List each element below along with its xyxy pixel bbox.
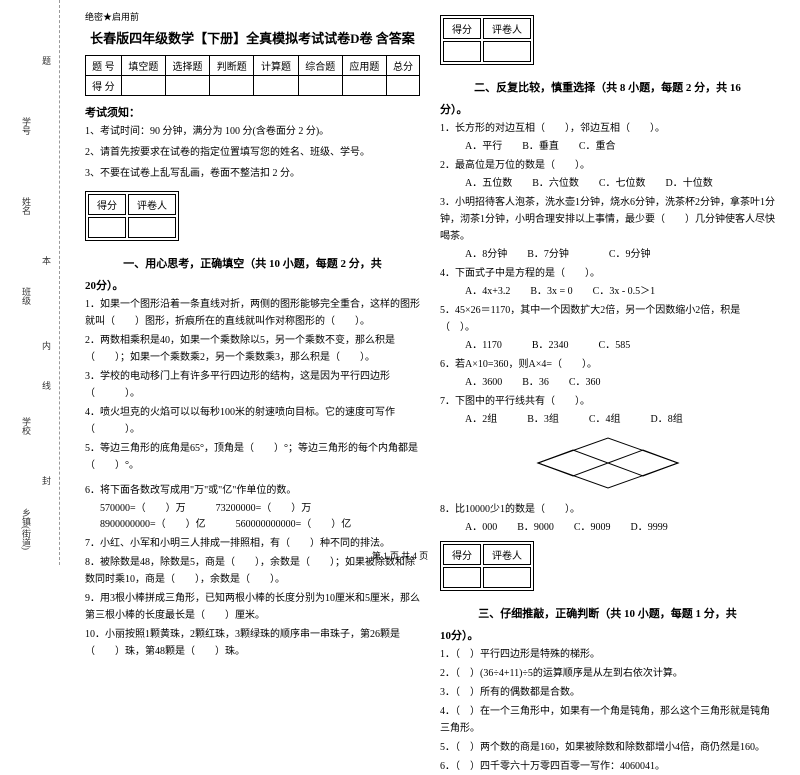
left-column: 绝密★启用前 长春版四年级数学【下册】全真模拟考试试卷D卷 含答案 题 号 填空… xyxy=(75,10,430,560)
empty-cell xyxy=(483,41,531,62)
diagram-svg xyxy=(528,433,688,493)
margin-label: 学号 xyxy=(20,117,33,135)
question-item: 5．（ ）两个数的商是160，如果被除数和除数都增小4倍，商仍然是160。 xyxy=(440,739,775,756)
question-item: 6．（ ）四千零六十万零四百零一写作：4060041。 xyxy=(440,758,775,775)
header-cell: 计算题 xyxy=(254,56,298,76)
header-cell: 填空题 xyxy=(121,56,165,76)
header-cell: 应用题 xyxy=(342,56,386,76)
score-summary-table: 题 号 填空题 选择题 判断题 计算题 综合题 应用题 总分 得 分 xyxy=(85,55,420,96)
options: A．1170 B．2340 C．585 xyxy=(440,338,775,354)
question-item: 8．比10000少1的数是（ ）。 xyxy=(440,501,775,518)
section1-title: 一、用心思考，正确填空（共 10 小题，每题 2 分，共 xyxy=(85,255,420,271)
options: A．2组 B．3组 C．4组 D．8组 xyxy=(440,412,775,428)
empty-cell xyxy=(165,76,209,96)
section3-title: 三、仔细推敲，正确判断（共 10 小题，每题 1 分，共 xyxy=(440,605,775,621)
header-cell: 题 号 xyxy=(86,56,122,76)
sub-item: 8900000000=（ ）亿 560000000000=（ ）亿 xyxy=(85,517,420,533)
confidential-note: 绝密★启用前 xyxy=(85,10,420,23)
margin-label: 本 xyxy=(40,256,53,265)
question-item: 9．用3根小棒拼成三角形，已知两根小棒的长度分别为10厘米和5厘米，那么第三根小… xyxy=(85,590,420,624)
margin-label: 封 xyxy=(40,476,53,485)
margin-label: 题 xyxy=(40,56,53,65)
section-score-box: 得分评卷人 xyxy=(85,191,179,241)
question-item: 4．（ ）在一个三角形中，如果有一个角是钝角，那么这个三角形就是钝角三角形。 xyxy=(440,703,775,737)
question-item: 4．喷火坦克的火焰可以以每秒100米的射速喷向目标。它的速度可写作（ ）。 xyxy=(85,404,420,438)
margin-label: 学校 xyxy=(20,417,33,435)
margin-label: 乡镇(街道) xyxy=(20,508,33,550)
margin-label: 班级 xyxy=(20,287,33,305)
page-footer: 第 1 页 共 4 页 xyxy=(0,549,800,562)
score-label: 得分 xyxy=(88,194,126,215)
options: A．8分钟 B．7分钟 C．9分钟 xyxy=(440,247,775,263)
right-column: 得分评卷人 二、反复比较，慎重选择（共 8 小题，每题 2 分，共 16 分）。… xyxy=(430,10,785,560)
question-item: 4．下面式子中是方程的是（ ）。 xyxy=(440,265,775,282)
question-item: 1．如果一个图形沿着一条直线对折，两侧的图形能够完全重合，这样的图形就叫（ ）图… xyxy=(85,296,420,330)
question-item: 1．（ ）平行四边形是特殊的梯形。 xyxy=(440,646,775,663)
question-item: 10．小丽按照1颗黄珠，2颗红珠，3颗绿珠的顺序串一串珠子，第26颗是（ ）珠，… xyxy=(85,626,420,660)
score-label-cell: 得 分 xyxy=(86,76,122,96)
empty-cell xyxy=(88,217,126,238)
notice-item: 2、请首先按要求在试卷的指定位置填写您的姓名、班级、学号。 xyxy=(85,144,420,162)
question-item: 2．（ ）(36÷4+11)÷5的运算顺序是从左到右依次计算。 xyxy=(440,665,775,682)
content-area: 绝密★启用前 长春版四年级数学【下册】全真模拟考试试卷D卷 含答案 题 号 填空… xyxy=(60,0,800,565)
header-cell: 综合题 xyxy=(298,56,342,76)
empty-cell xyxy=(210,76,254,96)
question-item: 3．学校的电动移门上有许多平行四边形的结构，这是因为平行四边形（ ）。 xyxy=(85,368,420,402)
margin-label: 线 xyxy=(40,381,53,390)
notice-title: 考试须知： xyxy=(85,104,420,120)
options: A．五位数 B．六位数 C．七位数 D．十位数 xyxy=(440,176,775,192)
question-item: 2．最高位是万位的数是（ ）。 xyxy=(440,157,775,174)
section3-continuation: 10分）。 xyxy=(440,627,775,643)
margin-label: 内 xyxy=(40,341,53,350)
header-cell: 选择题 xyxy=(165,56,209,76)
empty-cell xyxy=(443,41,481,62)
empty-cell xyxy=(483,567,531,588)
page-container: 乡镇(街道) 封 学校 线 内 班级 本 姓名 学号 题 绝密★启用前 长春版四… xyxy=(0,0,800,565)
question-item: 2．两数相乘积是40，如果一个乘数除以5，另一个乘数不变，那么积是（ ）；如果一… xyxy=(85,332,420,366)
question-item: 6．若A×10=360，则A×4=（ ）。 xyxy=(440,356,775,373)
options: A．000 B．9000 C．9009 D．9999 xyxy=(440,520,775,536)
section2-continuation: 分）。 xyxy=(440,101,775,117)
left-margin: 乡镇(街道) 封 学校 线 内 班级 本 姓名 学号 题 xyxy=(0,0,60,565)
inner-rhombus-right xyxy=(608,450,678,476)
question-item: 7．下图中的平行线共有（ ）。 xyxy=(440,393,775,410)
margin-label: 姓名 xyxy=(20,197,33,215)
notice-item: 3、不要在试卷上乱写乱画，卷面不整洁扣 2 分。 xyxy=(85,165,420,183)
empty-cell xyxy=(121,76,165,96)
options: A．3600 B．36 C．360 xyxy=(440,375,775,391)
notice-item: 1、考试时间：90 分钟，满分为 100 分(含卷面分 2 分)。 xyxy=(85,123,420,141)
question-item: 3．（ ）所有的偶数都是合数。 xyxy=(440,684,775,701)
header-cell: 总分 xyxy=(387,56,420,76)
empty-cell xyxy=(387,76,420,96)
empty-cell xyxy=(342,76,386,96)
empty-cell xyxy=(128,217,176,238)
table-row: 题 号 填空题 选择题 判断题 计算题 综合题 应用题 总分 xyxy=(86,56,420,76)
header-cell: 判断题 xyxy=(210,56,254,76)
table-row: 得 分 xyxy=(86,76,420,96)
empty-cell xyxy=(443,567,481,588)
options: A．平行 B．垂直 C．重合 xyxy=(440,139,775,155)
sub-item: 570000=（ ）万 73200000=（ ）万 xyxy=(85,501,420,517)
section2-title: 二、反复比较，慎重选择（共 8 小题，每题 2 分，共 16 xyxy=(440,79,775,95)
inner-rhombus-left xyxy=(538,450,608,476)
empty-cell xyxy=(254,76,298,96)
question-item: 6．将下面各数改写成用"万"或"亿"作单位的数。 xyxy=(85,482,420,499)
section-score-box: 得分评卷人 xyxy=(440,15,534,65)
parallelogram-diagram xyxy=(528,433,688,496)
question-item: 3．小明招待客人泡茶，洗水壶1分钟，烧水6分钟，洗茶杯2分钟，拿茶叶1分钟，沏茶… xyxy=(440,194,775,245)
reviewer-label: 评卷人 xyxy=(128,194,176,215)
options: A．4x+3.2 B．3x = 0 C．3x - 0.5＞1 xyxy=(440,284,775,300)
exam-title: 长春版四年级数学【下册】全真模拟考试试卷D卷 含答案 xyxy=(85,28,420,47)
empty-cell xyxy=(298,76,342,96)
spacer xyxy=(85,476,420,480)
question-item: 5．等边三角形的底角是65°，顶角是（ ）°；等边三角形的每个内角都是（ ）°。 xyxy=(85,440,420,474)
question-item: 5．45×26＝1170，其中一个因数扩大2倍，另一个因数缩小2倍，积是（ ）。 xyxy=(440,302,775,336)
question-item: 1．长方形的对边互相（ ），邻边互相（ ）。 xyxy=(440,120,775,137)
section1-continuation: 20分）。 xyxy=(85,277,420,293)
score-label: 得分 xyxy=(443,18,481,39)
reviewer-label: 评卷人 xyxy=(483,18,531,39)
